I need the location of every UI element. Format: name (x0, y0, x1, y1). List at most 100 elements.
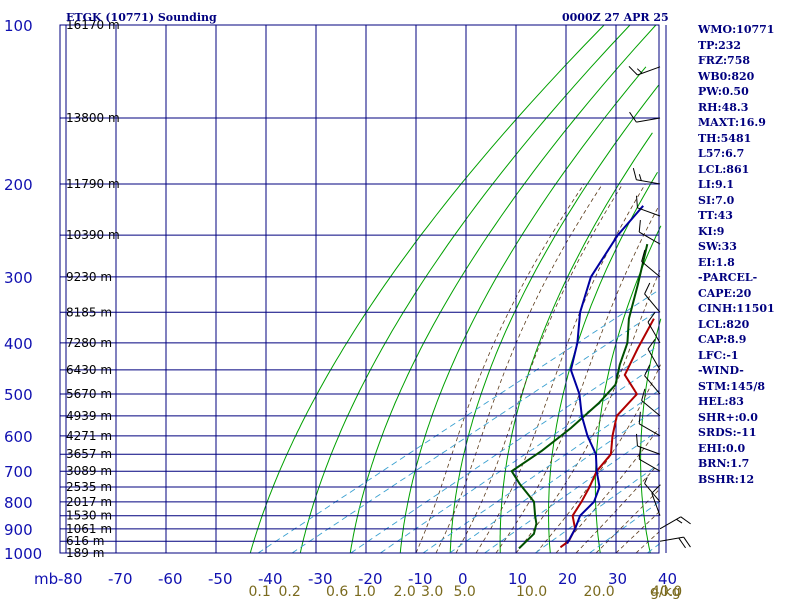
moist-adiabat-line (635, 531, 660, 554)
sounding-index: CAPE:20 (698, 286, 752, 300)
temperature-tick-label: 0 (458, 570, 468, 588)
sounding-index: BSHR:12 (698, 472, 755, 486)
pressure-tick-label: 800 (4, 494, 33, 512)
mixing-ratio-tick-label: 2.0 (394, 584, 416, 600)
pressure-tick-label: 900 (4, 521, 33, 539)
sounding-index: CAP:8.9 (698, 333, 747, 346)
wind-barb (638, 447, 661, 472)
sounding-index: WB0:820 (698, 69, 755, 83)
pressure-tick-label: 100 (4, 17, 33, 35)
sounding-index: TP:232 (698, 38, 742, 52)
sounding-index: LI:9.1 (698, 178, 735, 191)
sounding-index: KI:9 (698, 224, 725, 238)
mixing-ratio-line (449, 407, 660, 554)
sounding-indices-panel: WMO:10771 TP:232 FRZ:758 WB0:820 PW:0.50 RH:4… (698, 22, 798, 487)
temperature-tick-label: 10 (508, 570, 527, 588)
height-label: 9230 m (66, 270, 112, 284)
mixing-ratio-tick-label: 0.2 (279, 584, 301, 600)
dry-adiabat-line (594, 225, 662, 554)
dry-adiabat-line (640, 318, 662, 554)
moist-adiabat-line (535, 364, 661, 554)
sounding-curves (510, 205, 655, 550)
height-label: 3657 m (66, 447, 112, 461)
height-label: 7280 m (66, 336, 112, 350)
sounding-index: CINH:11501 (698, 302, 775, 315)
sounding-index: SRDS:-11 (698, 426, 757, 439)
sounding-index: HEL:83 (698, 395, 744, 408)
sounding-index: EI:1.8 (698, 255, 735, 269)
height-label: 8185 m (66, 305, 112, 319)
mixing-ratio-tick-label: 5.0 (454, 584, 476, 600)
temperature-tick-label: -30 (308, 570, 333, 588)
mixing-ratio-tick-label: 20.0 (584, 584, 615, 600)
moist-adiabat-line (515, 268, 661, 554)
wind-barb (628, 66, 661, 76)
mixing-ratio-line (350, 348, 655, 554)
height-label: 6430 m (66, 363, 112, 377)
height-label: 10390 m (66, 228, 120, 242)
pressure-tick-label: 1000 (4, 545, 42, 563)
sounding-index: SW:33 (698, 240, 737, 253)
dewpoint-line (510, 243, 649, 550)
wind-barbs (628, 66, 691, 549)
sounding-index: FRZ:758 (698, 54, 751, 67)
mixing-ratio-line (422, 389, 661, 554)
dry-adiabat-line (299, 24, 631, 554)
mixing-ratio-line (647, 543, 661, 554)
sounding-index: BRN:1.7 (698, 457, 750, 470)
height-label: 3089 m (66, 464, 112, 478)
dry-adiabat-line (249, 24, 605, 554)
wind-barb (647, 338, 661, 371)
mixing-ratio-tick-label: 0.1 (249, 584, 271, 600)
mixing-ratio-line (484, 431, 657, 554)
plot-frame (59, 24, 660, 554)
sounding-index: TH:5481 (698, 131, 752, 145)
dry-adiabat-line (399, 66, 647, 554)
pressure-tick-label: 600 (4, 428, 33, 446)
wind-barb (651, 484, 661, 516)
moist-adiabat-line (575, 460, 662, 554)
height-label: 2535 m (66, 480, 112, 494)
moist-adiabat-line (475, 183, 646, 554)
pressure-tick-label: 400 (4, 335, 33, 353)
wind-barb (638, 220, 661, 245)
height-label: 4939 m (66, 409, 112, 423)
sounding-index: SI:7.0 (698, 193, 735, 207)
sounding-index: WMO:10771 (698, 23, 775, 36)
mixing-ratio-tick-label: 40.0 (651, 584, 682, 600)
pressure-unit-label: mb (34, 570, 58, 588)
wind-barb (659, 516, 691, 530)
sounding-index: MAXT:16.9 (698, 116, 766, 129)
sounding-index: RH:48.3 (698, 100, 749, 114)
wind-barb (647, 311, 661, 344)
sounding-index: PW:0.50 (698, 85, 749, 98)
wind-barb (638, 411, 661, 437)
pressure-tick-label: 500 (4, 386, 33, 404)
moist-adiabat-line (415, 183, 585, 554)
mixing-ratio-tick-label: 10.0 (516, 584, 547, 600)
sounding-index: -PARCEL- (698, 271, 758, 284)
chart-title: ETGK (10771) Sounding (66, 11, 217, 24)
pressure-tick-label: 200 (4, 176, 33, 194)
height-label: 13800 m (66, 111, 120, 125)
chart-time: 0000Z 27 APR 25 (562, 11, 669, 24)
parcel-line (566, 205, 644, 545)
wind-barb (644, 364, 661, 395)
height-label: 1530 m (66, 509, 112, 523)
wind-barb (641, 388, 661, 417)
temperature-tick-label: -60 (158, 570, 183, 588)
sounding-index: LCL:820 (698, 317, 750, 331)
sounding-index: LCL:861 (698, 162, 750, 176)
temperature-tick-label: -70 (108, 570, 133, 588)
pressure-tick-label: 700 (4, 463, 33, 481)
temperature-tick-label: -20 (358, 570, 383, 588)
moist-adiabat-line (615, 510, 662, 554)
height-label: 11790 m (66, 177, 120, 191)
wind-barb (632, 167, 661, 185)
wind-barb (636, 195, 661, 217)
height-label: 16170 m (66, 18, 120, 32)
sounding-index: STM:145/8 (698, 379, 765, 393)
temperature-tick-label: -40 (258, 570, 283, 588)
dry-adiabat-line (449, 84, 659, 553)
